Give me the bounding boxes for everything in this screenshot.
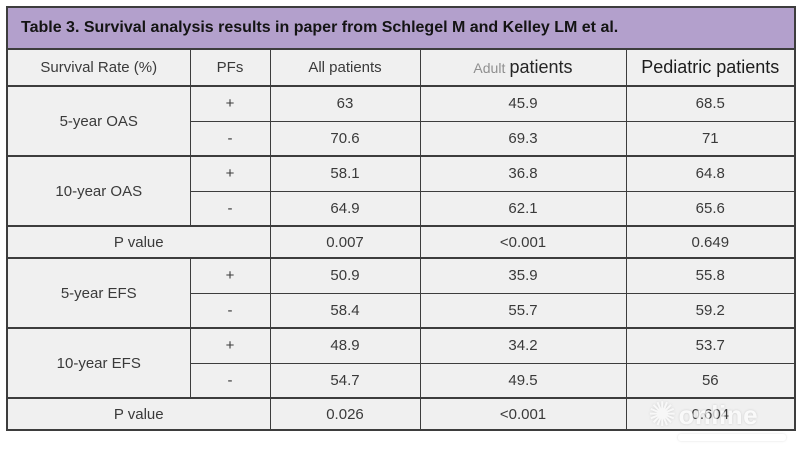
row-label-10-year-efs: 10-year EFS xyxy=(6,327,191,399)
col-header-adult-patients: Adult patients xyxy=(419,48,627,87)
col-header-survival-rate: Survival Rate (%) xyxy=(6,48,191,87)
value-cell: 0.007 xyxy=(269,225,421,259)
value-cell: 56 xyxy=(625,362,796,399)
table-row-10yr-efs-plus: 10-year EFS + 48.9 34.2 53.7 xyxy=(6,327,796,399)
row-label-10-year-oas: 10-year OAS xyxy=(6,155,191,227)
p-value-label: P value xyxy=(6,225,271,259)
table-row-5yr-efs-minus: - 58.4 55.7 59.2 xyxy=(7,292,796,329)
value-cell: 69.3 xyxy=(419,120,627,157)
value-cell: 70.6 xyxy=(269,120,421,157)
value-cell: <0.001 xyxy=(419,397,627,431)
value-cell: 71 xyxy=(625,120,796,157)
value-cell: 49.5 xyxy=(419,362,627,399)
table-row-10yr-oas-plus: 10-year OAS + 58.1 36.8 64.8 xyxy=(6,155,796,227)
adult-label-strong: patients xyxy=(509,57,573,77)
value-cell: 36.8 xyxy=(419,155,627,192)
col-header-pfs: PFs xyxy=(189,48,271,87)
row-label-5-year-efs: 5-year EFS xyxy=(6,257,191,329)
table-row-5yr-efs-plus: 5-year EFS + 50.9 35.9 55.8 xyxy=(6,257,796,329)
pf-cell: + xyxy=(189,327,271,364)
value-cell: 63 xyxy=(269,85,421,122)
table-row-p-value-efs: P value 0.026 <0.001 0.604 xyxy=(6,397,796,431)
pf-cell: - xyxy=(189,190,271,227)
value-cell: 0.649 xyxy=(625,225,796,259)
adult-label-light: Adult xyxy=(473,60,506,76)
table-row-10yr-oas-minus: - 64.9 62.1 65.6 xyxy=(7,190,796,227)
value-cell: 55.7 xyxy=(419,292,627,329)
table-title: Table 3. Survival analysis results in pa… xyxy=(5,6,797,50)
table-row-5yr-oas-plus: 5-year OAS + 63 45.9 68.5 xyxy=(6,85,796,157)
value-cell: 45.9 xyxy=(419,85,627,122)
value-cell: 50.9 xyxy=(269,257,421,294)
value-cell: 64.9 xyxy=(269,190,421,227)
value-cell: 65.6 xyxy=(625,190,796,227)
pf-cell: + xyxy=(189,257,271,294)
table-row-10yr-efs-minus: - 54.7 49.5 56 xyxy=(7,362,796,399)
value-cell: 58.1 xyxy=(269,155,421,192)
value-cell: 48.9 xyxy=(269,327,421,364)
value-cell: 0.604 xyxy=(625,397,796,431)
table-row-p-value-oas: P value 0.007 <0.001 0.649 xyxy=(6,225,796,259)
header-row: Survival Rate (%) PFs All patients Adult… xyxy=(6,48,796,87)
value-cell: 59.2 xyxy=(625,292,796,329)
col-header-all-patients: All patients xyxy=(269,48,421,87)
pf-cell: + xyxy=(189,85,271,122)
watermark-tagline xyxy=(678,434,786,441)
value-cell: 0.026 xyxy=(269,397,421,431)
value-cell: 53.7 xyxy=(625,327,796,364)
col-header-pediatric-patients: Pediatric patients xyxy=(625,48,796,87)
value-cell: 55.8 xyxy=(625,257,796,294)
value-cell: 34.2 xyxy=(419,327,627,364)
value-cell: 64.8 xyxy=(625,155,796,192)
value-cell: 62.1 xyxy=(419,190,627,227)
pf-cell: - xyxy=(189,362,271,399)
table-row-5yr-oas-minus: - 70.6 69.3 71 xyxy=(7,120,796,157)
title-row: Table 3. Survival analysis results in pa… xyxy=(5,6,797,50)
pf-cell: - xyxy=(189,292,271,329)
value-cell: 35.9 xyxy=(419,257,627,294)
survival-analysis-table: Table 3. Survival analysis results in pa… xyxy=(5,6,797,431)
p-value-label: P value xyxy=(6,397,271,431)
pf-cell: + xyxy=(189,155,271,192)
value-cell: <0.001 xyxy=(419,225,627,259)
row-label-5-year-oas: 5-year OAS xyxy=(6,85,191,157)
pf-cell: - xyxy=(189,120,271,157)
value-cell: 68.5 xyxy=(625,85,796,122)
value-cell: 54.7 xyxy=(269,362,421,399)
value-cell: 58.4 xyxy=(269,292,421,329)
